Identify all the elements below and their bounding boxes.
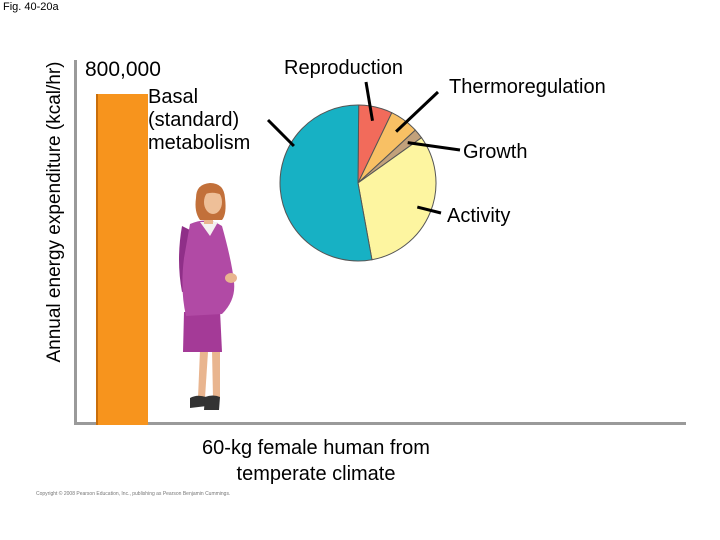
leader-line-basal-standard-metabolism bbox=[266, 118, 295, 148]
pie-chart bbox=[279, 104, 437, 262]
energy-bar bbox=[96, 94, 148, 425]
woman-illustration bbox=[179, 183, 237, 410]
x-axis-line bbox=[74, 422, 686, 425]
figure-label: Fig. 40-20a bbox=[3, 1, 59, 13]
leader-line-thermoregulation bbox=[395, 90, 440, 133]
leader-line-reproduction bbox=[364, 81, 374, 121]
leader-lines bbox=[266, 81, 461, 215]
pie-slice-activity bbox=[357, 137, 437, 261]
y-axis-line bbox=[74, 60, 77, 425]
label-thermoregulation: Thermoregulation bbox=[449, 76, 606, 98]
copyright-text: Copyright © 2008 Pearson Education, Inc.… bbox=[36, 491, 231, 497]
label-growth: Growth bbox=[463, 141, 528, 163]
x-category-label: 60-kg female human from temperate climat… bbox=[202, 437, 430, 485]
pie-slice-basal-standard-metabolism bbox=[279, 104, 373, 262]
leader-line-activity bbox=[416, 205, 442, 215]
label-basal-metabolism: Basal (standard) metabolism bbox=[148, 86, 251, 154]
leader-line-growth bbox=[407, 141, 461, 152]
label-activity: Activity bbox=[447, 205, 511, 227]
label-reproduction: Reproduction bbox=[284, 57, 403, 79]
bar-value-label: 800,000 bbox=[85, 58, 161, 81]
